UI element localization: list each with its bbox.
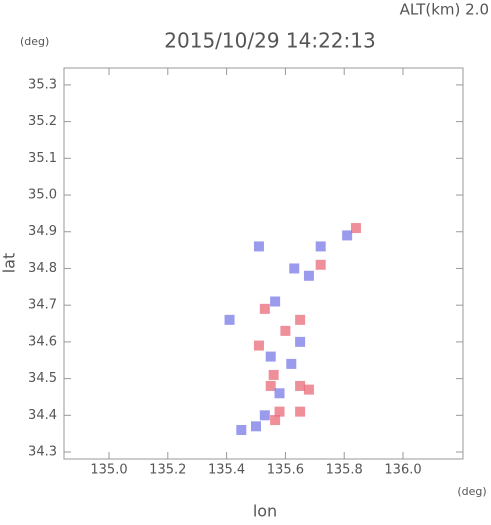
x-tick-label: 135.8: [326, 463, 363, 478]
x-tick-label: 135.4: [208, 463, 245, 478]
echo-patch: [295, 314, 306, 325]
x-tick-label: 135.2: [149, 463, 186, 478]
echo-patch: [270, 415, 281, 426]
y-tick-label: 34.3: [28, 445, 57, 460]
y-tick-label: 34.5: [28, 371, 57, 386]
y-tick-label: 35.3: [28, 77, 57, 92]
echo-patch: [274, 388, 285, 399]
echo-patch: [303, 270, 314, 281]
echo-patch: [265, 351, 276, 362]
y-tick-label: 34.4: [28, 408, 57, 423]
echo-patch: [270, 296, 281, 307]
echo-patch: [259, 410, 270, 421]
x-tick-label: 135.0: [90, 463, 127, 478]
echo-patch: [274, 406, 285, 417]
echo-patch: [315, 259, 326, 270]
echo-patch: [289, 263, 300, 274]
y-tick-label: 35.2: [28, 114, 57, 129]
echo-patch: [236, 424, 247, 435]
y-tick-label: 35.1: [28, 151, 57, 166]
echo-patch: [286, 358, 297, 369]
echo-patch: [342, 230, 353, 241]
y-unit: (deg): [20, 35, 49, 48]
plot-frame: [63, 67, 464, 460]
echo-patch: [265, 380, 276, 391]
echo-patch: [259, 303, 270, 314]
y-tick-label: 34.6: [28, 334, 57, 349]
echo-patch: [224, 314, 235, 325]
echo-patch: [295, 406, 306, 417]
echo-patch: [253, 241, 264, 252]
echo-patch: [303, 384, 314, 395]
y-tick-label: 34.9: [28, 224, 57, 239]
y-axis-label: lat: [0, 253, 19, 274]
echo-patch: [280, 325, 291, 336]
echo-patch: [295, 380, 306, 391]
echo-patch: [251, 421, 262, 432]
x-tick-label: 135.6: [267, 463, 304, 478]
y-tick-label: 34.7: [28, 298, 57, 313]
y-tick-label: 35.0: [28, 188, 57, 203]
chart-title: 2015/10/29 14:22:13: [164, 29, 375, 53]
echo-patch: [295, 336, 306, 347]
x-tick-label: 136.0: [384, 463, 421, 478]
echo-patch: [253, 340, 264, 351]
echo-patch: [268, 369, 279, 380]
echo-patch: [315, 241, 326, 252]
x-unit: (deg): [457, 485, 486, 498]
altitude-label: ALT(km) 2.0: [400, 1, 489, 19]
x-axis-label: lon: [253, 502, 277, 521]
echo-patch: [350, 223, 361, 234]
y-tick-label: 34.8: [28, 261, 57, 276]
